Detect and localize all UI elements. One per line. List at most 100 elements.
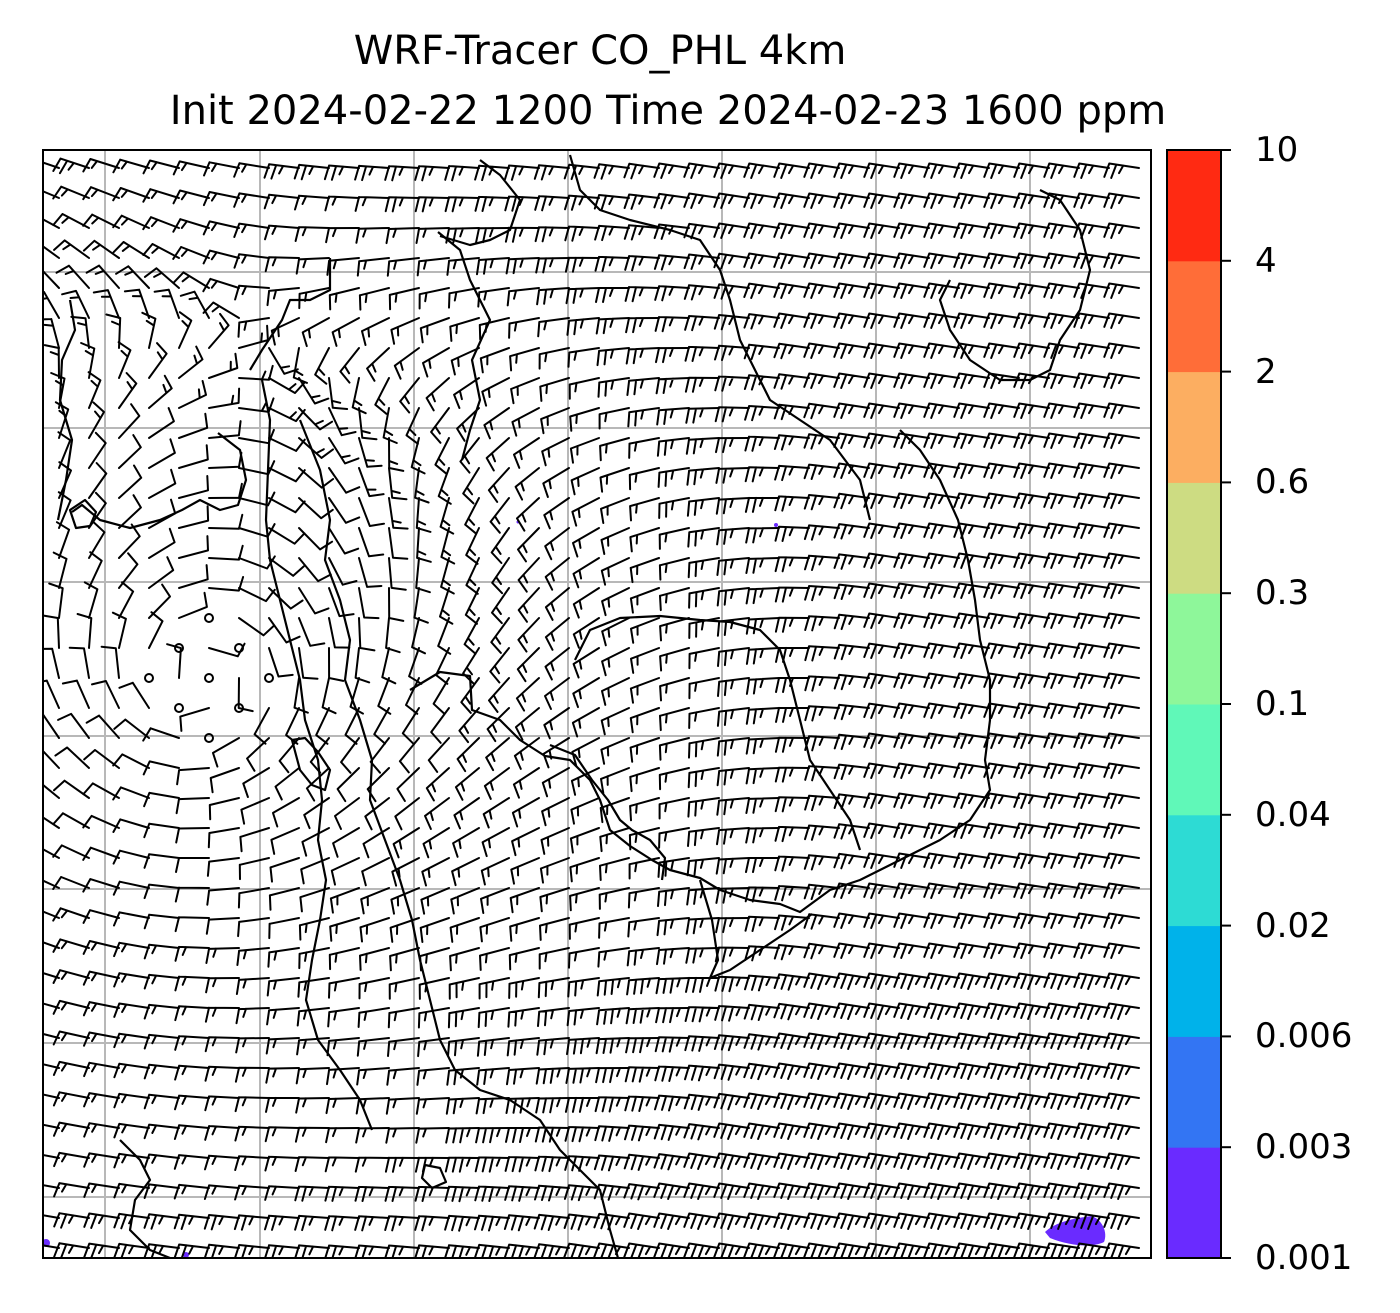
wind-barb [743, 1003, 780, 1021]
wind-barb [713, 1182, 750, 1200]
wind-barb [564, 194, 600, 211]
wind-barb [599, 797, 630, 824]
wind-barb [43, 1184, 60, 1189]
wind-barb [658, 527, 690, 550]
wind-barb [414, 165, 450, 182]
wind-barb [716, 557, 750, 576]
wind-barb [148, 374, 173, 409]
wind-barb [1103, 552, 1140, 569]
wind-barb [48, 582, 64, 619]
wind-barb [953, 1182, 990, 1200]
wind-barb [923, 1092, 960, 1110]
wind-barb [743, 162, 780, 179]
wind-barb [208, 420, 242, 439]
wind-barb [1013, 222, 1050, 239]
wind-barb [388, 287, 420, 311]
wind-barb [657, 857, 690, 878]
wind-barb [203, 1243, 240, 1258]
wind-barb [462, 467, 480, 505]
wind-barb [1073, 972, 1110, 990]
wind-barb [264, 1155, 300, 1172]
wind-barb [599, 467, 630, 493]
wind-barb [659, 587, 690, 612]
wind-barb [629, 677, 660, 704]
wind-barb [539, 887, 570, 913]
wind-barb [70, 315, 90, 349]
wind-barb [716, 587, 750, 607]
map-background [43, 150, 1151, 1258]
wind-barb [480, 857, 510, 886]
wind-barb [539, 857, 570, 884]
wind-barb [534, 1155, 570, 1173]
wind-barb [269, 857, 300, 883]
wind-barb [178, 535, 209, 559]
wind-barb [570, 467, 600, 496]
wind-barb [774, 556, 810, 573]
wind-barb [773, 342, 810, 360]
wind-barb [1103, 342, 1140, 359]
wind-barb [112, 818, 150, 833]
wind-barb [803, 222, 840, 239]
wind-barb [863, 312, 900, 329]
wind-barb [863, 402, 900, 419]
wind-barb [1103, 222, 1140, 239]
wind-barb [983, 972, 1020, 990]
wind-barb [953, 432, 990, 449]
wind-barb [803, 463, 840, 480]
wind-barb [863, 582, 900, 599]
wind-barb [572, 617, 600, 649]
wind-barb [893, 762, 930, 779]
wind-barb [450, 347, 480, 376]
wind-barb [234, 284, 270, 301]
wind-barb [1073, 672, 1110, 689]
wind-barb [923, 1212, 960, 1230]
wind-barb [178, 311, 193, 349]
wind-barb [204, 1006, 240, 1023]
wind-barb [141, 311, 157, 349]
wind-barb [568, 947, 600, 969]
wind-barb [628, 467, 660, 491]
wind-barb [144, 673, 154, 683]
wind-barb [172, 160, 210, 176]
wind-barb [773, 973, 810, 991]
wind-barb [475, 227, 510, 244]
wind-barb [508, 977, 540, 999]
wind-barb [82, 878, 120, 893]
wind-barb [87, 371, 102, 409]
wind-barb [506, 1067, 540, 1086]
wind-barb [113, 941, 150, 958]
wind-barb [76, 613, 93, 649]
wind-barb [983, 882, 1020, 899]
wind-barb [983, 1092, 1020, 1110]
wind-barb [238, 397, 275, 413]
wind-barb [595, 1067, 630, 1084]
wind-barb [630, 617, 660, 644]
wind-barb [143, 267, 180, 289]
wind-barb [569, 437, 600, 464]
wind-barb [713, 252, 750, 270]
wind-barb [1013, 552, 1050, 569]
wind-barb [983, 282, 1020, 299]
wind-barb [1013, 462, 1050, 479]
wind-barb [863, 552, 900, 569]
wind-barb [203, 1214, 240, 1231]
wind-barb [1073, 492, 1110, 509]
wind-barb [598, 917, 630, 939]
wind-barb [774, 855, 810, 872]
wind-barb [117, 341, 132, 379]
wind-barb [774, 464, 810, 482]
wind-barb [686, 857, 720, 877]
wind-barb [542, 737, 570, 769]
wind-barb [683, 1152, 720, 1170]
colorbar [1166, 149, 1231, 1259]
wind-barb [175, 797, 210, 815]
wind-barb [1073, 1242, 1110, 1258]
wind-barb [953, 1122, 990, 1140]
wind-barb [1043, 522, 1080, 539]
wind-barb [833, 912, 870, 929]
wind-barb [775, 646, 810, 663]
wind-barb [480, 887, 510, 914]
wind-barb [803, 1092, 840, 1110]
wind-barb [354, 196, 390, 212]
coastline-long-river [260, 379, 374, 1131]
